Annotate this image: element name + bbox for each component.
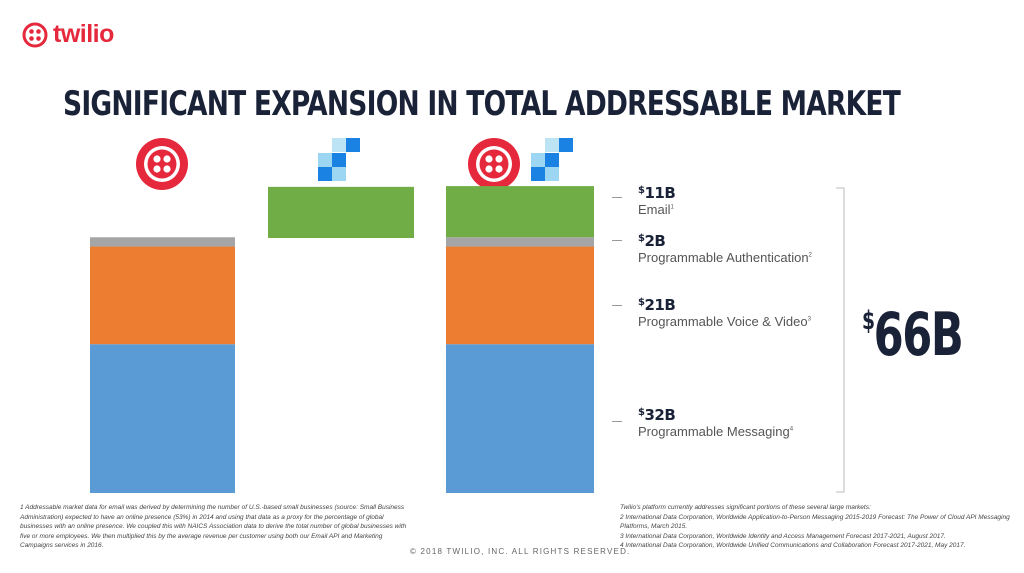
value-text: 32B: [644, 406, 676, 424]
sendgrid-column-icon: [318, 138, 360, 181]
footnote-line: Twilio's platform currently addresses si…: [620, 504, 871, 511]
bar-email-col3: [446, 186, 594, 238]
segment-name: Programmable Messaging4: [638, 424, 793, 439]
twilio-logo-icon: [22, 22, 48, 47]
name-text: Programmable Voice & Video: [638, 314, 808, 329]
segment-value: $21B: [638, 296, 811, 314]
value-text: 21B: [644, 296, 676, 314]
segment-value: $2B: [638, 232, 812, 250]
name-text: Email: [638, 202, 671, 217]
label-tick: [612, 197, 622, 198]
currency-symbol: $: [638, 297, 645, 308]
page-title: SIGNIFICANT EXPANSION IN TOTAL ADDRESSAB…: [63, 84, 901, 124]
logo-text: twilio: [53, 20, 114, 48]
total-bracket: [836, 187, 845, 493]
twilio-combined-icon: [468, 138, 520, 190]
footnote-left: 1 Addressable market data for email was …: [20, 504, 407, 550]
name-text: Programmable Messaging: [638, 424, 790, 439]
segment-value: $32B: [638, 406, 793, 424]
bar-voice-col3: [446, 246, 594, 345]
footnote-ref: 1: [670, 204, 674, 211]
currency-symbol: $: [638, 185, 645, 196]
total-value: $66B: [862, 300, 964, 370]
currency-symbol: $: [638, 407, 645, 418]
segment-label: $32B Programmable Messaging4: [638, 406, 793, 439]
footnote-line: 2 International Data Corporation, Worldw…: [620, 513, 1010, 531]
bar-voice-col1: [90, 246, 235, 345]
footnote-ref: 3: [807, 316, 811, 323]
footnote-line: 4 International Data Corporation, Worldw…: [620, 542, 966, 550]
bar-messaging-col1: [90, 344, 235, 493]
segment-label: $21B Programmable Voice & Video3: [638, 296, 811, 329]
segment-name: Programmable Voice & Video3: [638, 314, 811, 329]
footnote-line: 3 International Data Corporation, Worldw…: [620, 532, 946, 540]
bar-email-col2: [268, 186, 414, 238]
segment-label: $2B Programmable Authentication2: [638, 232, 812, 265]
value-text: 11B: [644, 184, 676, 202]
twilio-column-icon: [136, 138, 188, 190]
bar-auth-col1: [90, 237, 235, 247]
segment-name: Email1: [638, 202, 675, 217]
label-tick: [612, 421, 622, 422]
value-text: 2B: [644, 232, 666, 250]
segment-label: $11B Email1: [638, 184, 676, 217]
currency-symbol: $: [638, 233, 645, 244]
footnote-ref: 2: [808, 252, 812, 259]
label-tick: [612, 305, 622, 306]
bar-messaging-col3: [446, 344, 594, 493]
twilio-logo: twilio: [22, 20, 114, 49]
footnote-right: Twilio's platform currently addresses si…: [620, 503, 1020, 551]
bar-auth-col3: [446, 237, 594, 247]
copyright: © 2018 TWILIO, INC. ALL RIGHTS RESERVED.: [410, 547, 631, 556]
segment-name: Programmable Authentication2: [638, 250, 812, 265]
segment-value: $11B: [638, 184, 676, 202]
footnote-ref: 4: [789, 426, 794, 433]
name-text: Programmable Authentication: [638, 250, 809, 265]
label-tick: [612, 240, 622, 241]
sendgrid-combined-icon: [531, 138, 573, 181]
